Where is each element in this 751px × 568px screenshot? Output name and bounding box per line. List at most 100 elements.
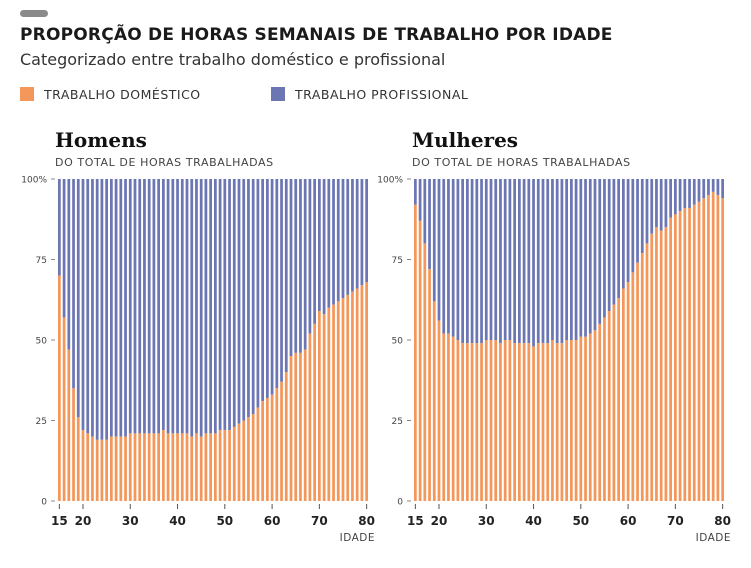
bar-mulheres-profissional-76 — [702, 179, 706, 199]
bar-homens-profissional-66 — [299, 179, 302, 353]
y-tick-label-homens-100: 100% — [21, 176, 47, 186]
bar-mulheres-profissional-46 — [560, 179, 564, 344]
bar-mulheres-profissional-60 — [626, 179, 630, 283]
bar-mulheres-domestico-62 — [636, 262, 639, 501]
bar-mulheres-profissional-42 — [541, 179, 545, 344]
bar-homens-profissional-37 — [161, 179, 165, 431]
bar-homens-profissional-22 — [91, 179, 94, 437]
y-tick-label-mulheres-75: 75 — [392, 256, 403, 266]
bar-homens-domestico-67 — [303, 349, 307, 501]
bar-homens-profissional-71 — [322, 179, 326, 315]
bar-mulheres-domestico-21 — [442, 333, 446, 501]
bar-homens-profissional-21 — [86, 179, 90, 434]
bar-mulheres-profissional-18 — [428, 179, 431, 270]
bar-homens-domestico-31 — [133, 433, 137, 501]
bar-homens-profissional-18 — [72, 179, 75, 389]
bar-mulheres-domestico-72 — [683, 207, 687, 502]
bar-homens-profissional-58 — [261, 179, 265, 402]
bar-homens-profissional-64 — [289, 179, 293, 357]
bar-homens-profissional-41 — [180, 179, 184, 434]
bar-homens-domestico-66 — [299, 352, 302, 501]
bar-mulheres-profissional-28 — [475, 179, 479, 344]
bar-homens-profissional-65 — [294, 179, 298, 353]
bar-mulheres-domestico-31 — [489, 340, 493, 501]
bar-homens-domestico-47 — [209, 433, 213, 501]
bar-homens-profissional-39 — [171, 179, 175, 434]
bar-homens-domestico-64 — [289, 356, 293, 501]
bar-mulheres-domestico-33 — [499, 343, 502, 501]
bar-mulheres-profissional-78 — [711, 179, 715, 192]
bar-homens-profissional-35 — [152, 179, 156, 434]
bar-mulheres-domestico-77 — [707, 195, 710, 501]
bar-homens-domestico-38 — [166, 433, 170, 501]
bar-mulheres-domestico-43 — [546, 343, 550, 501]
bar-homens-domestico-36 — [157, 433, 161, 501]
bar-homens-domestico-22 — [91, 436, 94, 501]
bar-mulheres-domestico-24 — [456, 340, 460, 501]
bar-mulheres-domestico-51 — [584, 336, 587, 501]
bar-homens-domestico-26 — [109, 436, 113, 501]
bar-mulheres-profissional-48 — [569, 179, 573, 340]
bar-mulheres-profissional-54 — [598, 179, 602, 324]
bar-mulheres-profissional-26 — [465, 179, 469, 344]
bar-homens-profissional-19 — [76, 179, 80, 418]
bar-mulheres-profissional-52 — [588, 179, 592, 334]
bar-homens-profissional-16 — [62, 179, 66, 318]
bar-mulheres-profissional-53 — [593, 179, 597, 331]
bar-homens-profissional-74 — [336, 179, 340, 302]
bar-mulheres-domestico-27 — [470, 343, 474, 501]
bar-homens-profissional-28 — [119, 179, 123, 437]
bar-homens-profissional-44 — [195, 179, 198, 434]
bar-homens-profissional-24 — [100, 179, 104, 440]
bar-mulheres-profissional-39 — [527, 179, 531, 344]
bar-homens-profissional-36 — [157, 179, 161, 434]
bar-mulheres-profissional-65 — [650, 179, 654, 234]
bar-homens-domestico-27 — [114, 436, 118, 501]
y-tick-label-mulheres-50: 50 — [392, 337, 404, 347]
bar-homens-profissional-80 — [365, 179, 369, 283]
bar-homens-domestico-78 — [355, 288, 359, 501]
x-tick-label-homens-15: 15 — [51, 514, 68, 528]
bar-mulheres-domestico-37 — [517, 343, 521, 501]
bar-mulheres-profissional-40 — [532, 179, 535, 347]
bar-mulheres-domestico-48 — [569, 340, 573, 501]
bar-homens-domestico-25 — [105, 439, 109, 501]
bar-homens-profissional-72 — [327, 179, 331, 308]
bar-mulheres-domestico-53 — [593, 330, 597, 501]
bar-mulheres-domestico-50 — [579, 336, 583, 501]
bar-mulheres-profissional-63 — [640, 179, 644, 254]
panel-title-mulheres: Mulheres — [412, 128, 519, 152]
bar-mulheres-domestico-67 — [659, 230, 663, 501]
bar-homens-domestico-58 — [261, 401, 265, 501]
bar-mulheres-profissional-71 — [678, 179, 682, 212]
bar-homens-profissional-54 — [242, 179, 246, 421]
bar-mulheres-domestico-66 — [655, 227, 658, 502]
bar-mulheres-profissional-38 — [522, 179, 526, 344]
bar-homens-profissional-79 — [360, 179, 364, 286]
bar-homens-domestico-56 — [251, 414, 255, 501]
header-pill — [20, 10, 48, 17]
bar-homens-domestico-61 — [275, 388, 279, 501]
bar-mulheres-profissional-34 — [503, 179, 507, 340]
bar-homens-profissional-59 — [265, 179, 269, 398]
bar-homens-profissional-40 — [176, 179, 179, 434]
bar-homens-domestico-24 — [100, 439, 104, 501]
bar-mulheres-profissional-59 — [621, 179, 625, 289]
bar-mulheres-profissional-80 — [721, 179, 725, 199]
bar-mulheres-domestico-45 — [555, 343, 559, 501]
bar-homens-domestico-46 — [204, 433, 208, 501]
bar-mulheres-domestico-64 — [645, 243, 649, 501]
bar-homens-domestico-55 — [247, 417, 250, 501]
bar-homens-domestico-45 — [199, 436, 203, 501]
bar-homens-domestico-28 — [119, 436, 123, 501]
x-tick-label-homens-80: 80 — [358, 514, 375, 528]
bar-homens-domestico-68 — [308, 333, 312, 501]
y-tick-label-homens-25: 25 — [36, 417, 47, 427]
bar-homens-domestico-30 — [128, 433, 132, 501]
bar-mulheres-profissional-56 — [607, 179, 611, 312]
bar-mulheres-domestico-44 — [551, 340, 554, 501]
bar-homens-domestico-75 — [341, 298, 345, 501]
bar-mulheres-profissional-77 — [707, 179, 710, 196]
x-tick-label-homens-60: 60 — [264, 514, 281, 528]
